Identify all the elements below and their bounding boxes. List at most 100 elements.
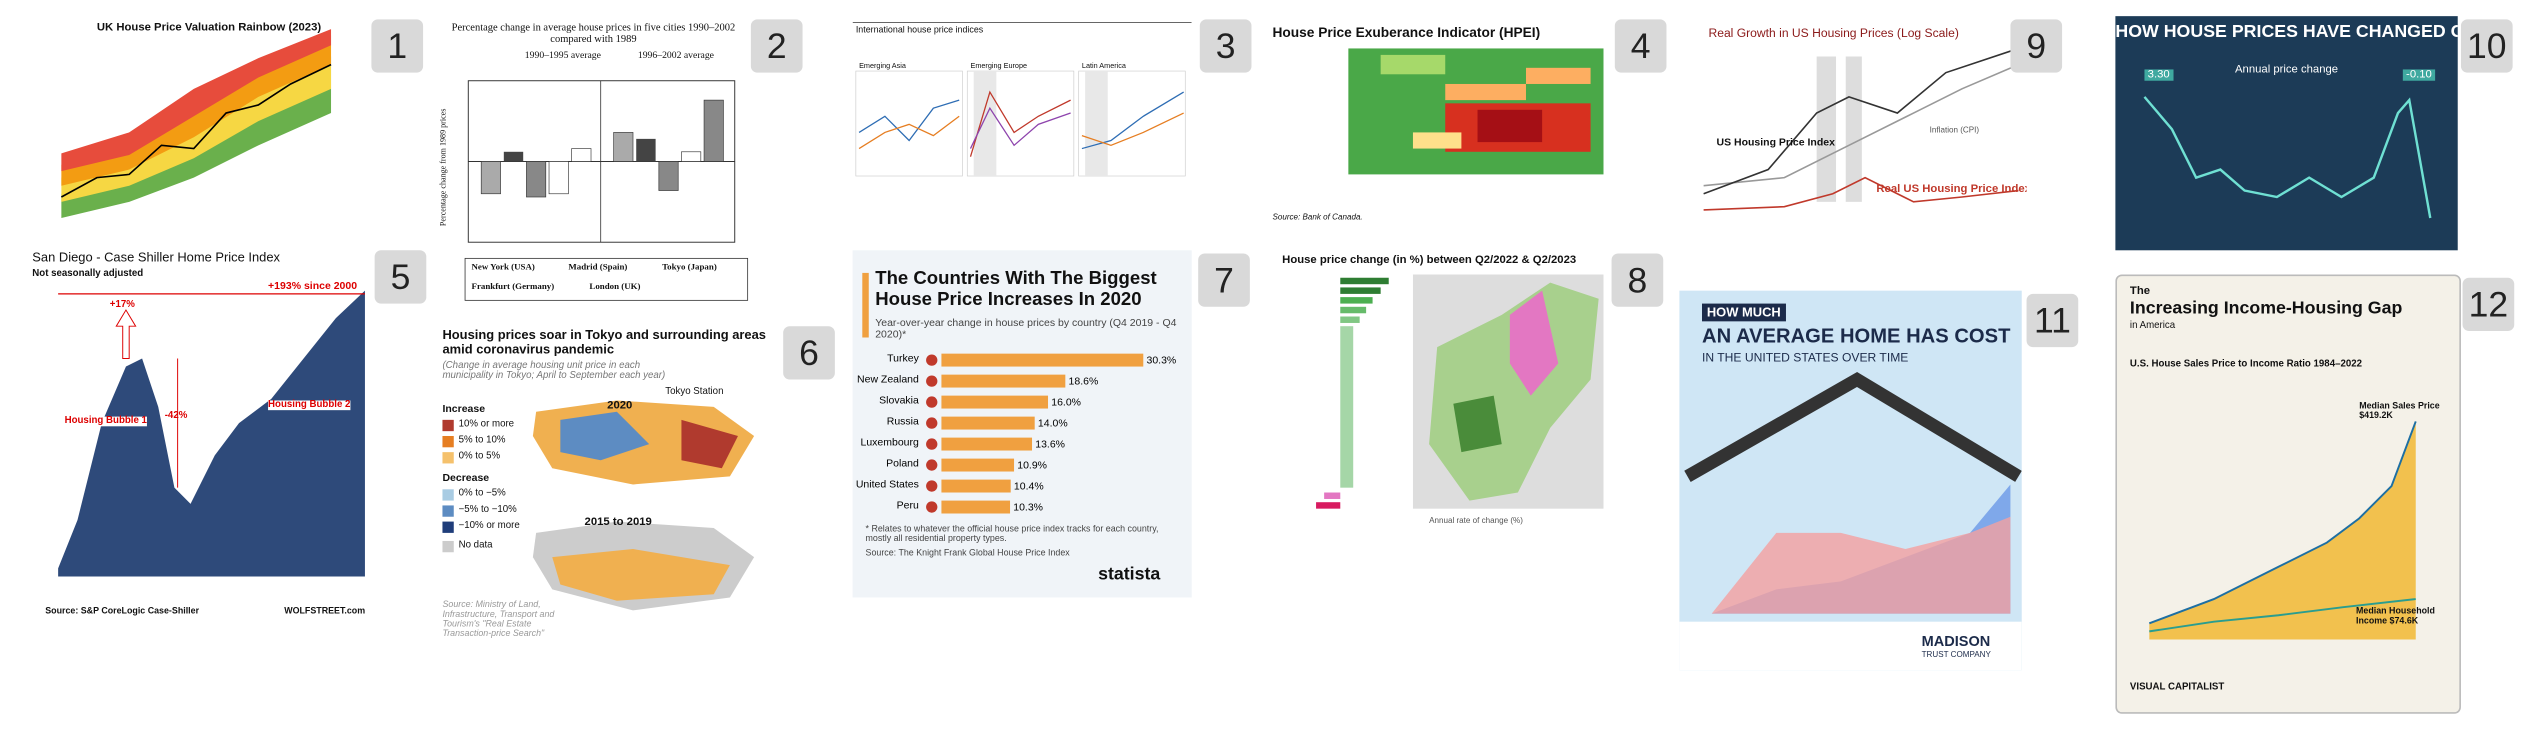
category-label: Peru bbox=[897, 501, 919, 512]
subtitle: Annual price change bbox=[2235, 64, 2339, 76]
brand: statista bbox=[1098, 565, 1161, 585]
subtitle: IN THE UNITED STATES OVER TIME bbox=[1701, 350, 1909, 365]
title: HOW HOUSE PRICES HAVE CHANGED OVER THE Y… bbox=[2115, 22, 2457, 42]
bar bbox=[941, 353, 1144, 367]
badge: 10 bbox=[2460, 19, 2513, 73]
badge: 8 bbox=[1611, 253, 1664, 307]
subtitle: Not seasonally adjusted bbox=[32, 269, 144, 280]
legend-entry: 10% or more bbox=[458, 419, 515, 430]
panel-graphic bbox=[1348, 48, 1604, 175]
panel-graphic bbox=[1679, 371, 2022, 671]
panel: House price change (in %) between Q2/202… bbox=[1275, 250, 1607, 533]
badge: 5 bbox=[374, 250, 427, 304]
flag bbox=[926, 417, 938, 429]
annotation: Housing Bubble 2 bbox=[268, 400, 351, 411]
legend-entry: Tokyo (Japan) bbox=[662, 263, 717, 273]
legend-entry: 5% to 10% bbox=[458, 435, 506, 446]
category-label: Luxembourg bbox=[861, 438, 919, 449]
accent bbox=[862, 272, 869, 338]
annotation: Tokyo Station bbox=[665, 387, 724, 398]
badge: 9 bbox=[2010, 19, 2063, 73]
title: UK House Price Valuation Rainbow (2023) bbox=[96, 22, 322, 34]
panel: The Increasing Income-Housing Gap in Ame… bbox=[2115, 274, 2461, 714]
badge: 3 bbox=[1199, 19, 1252, 73]
value-label: 10.9% bbox=[1017, 460, 1047, 471]
panel-graphic bbox=[60, 29, 332, 218]
category-label: Russia bbox=[887, 417, 919, 428]
note: * Relates to whatever the official house… bbox=[865, 524, 1159, 545]
badge: 4 bbox=[1614, 19, 1667, 73]
legend-entry: −10% or more bbox=[458, 521, 520, 532]
title: San Diego - Case Shiller Home Price Inde… bbox=[32, 250, 281, 265]
source: Source: The Knight Frank Global House Pr… bbox=[865, 549, 1070, 559]
group-label: 1990–1995 average bbox=[524, 51, 601, 62]
value-label: 30.3% bbox=[1147, 355, 1177, 366]
title: in America bbox=[2129, 321, 2176, 332]
category-label: Slovakia bbox=[879, 396, 919, 407]
bar bbox=[941, 395, 1049, 409]
annotation: Inflation (CPI) bbox=[1929, 125, 1980, 136]
legend-entry: Madrid (Spain) bbox=[568, 263, 628, 273]
flag bbox=[926, 375, 938, 387]
title: AN AVERAGE HOME HAS COST bbox=[1701, 324, 2011, 348]
annotation: Real US Housing Price Index bbox=[1876, 184, 2027, 196]
flag bbox=[926, 501, 938, 513]
legend-entry: London (UK) bbox=[589, 282, 641, 293]
badge: 11 bbox=[2026, 293, 2079, 348]
panel-graphic bbox=[464, 80, 749, 301]
annotation: +193% since 2000 bbox=[268, 280, 358, 293]
brand: VISUAL CAPITALIST bbox=[2129, 683, 2225, 693]
panel: House Price Exuberance Indicator (HPEI) … bbox=[1267, 19, 1607, 230]
title: House Price Exuberance Indicator (HPEI) bbox=[1272, 24, 1541, 41]
annotation: Housing Bubble 1 bbox=[64, 416, 147, 427]
flag bbox=[926, 438, 938, 450]
panel: Real Growth in US Housing Prices (Log Sc… bbox=[1687, 16, 2027, 267]
badge: 1 bbox=[371, 19, 424, 73]
source: Source: Ministry of Land, Infrastructure… bbox=[442, 600, 555, 640]
badge: 6 bbox=[783, 326, 835, 380]
legend-title: Decrease bbox=[442, 473, 490, 485]
title: House price change (in %) between Q2/202… bbox=[1282, 255, 1577, 267]
annotation: Median Sales Price $419.2K bbox=[2359, 402, 2440, 422]
source: WOLFSTREET.com bbox=[284, 607, 366, 617]
subplot-title: Emerging Europe bbox=[970, 61, 1028, 70]
panel: HOW HOUSE PRICES HAVE CHANGED OVER THE Y… bbox=[2115, 16, 2458, 251]
panel-graphic bbox=[852, 22, 1192, 177]
group-label: 1996–2002 average bbox=[637, 51, 714, 62]
value-label: 16.0% bbox=[1051, 397, 1081, 408]
axis-title: Percentage change from 1989 prices bbox=[440, 108, 449, 227]
annotation: US Housing Price Index bbox=[1716, 137, 1835, 149]
title: The Countries With The Biggest House Pri… bbox=[875, 269, 1157, 311]
panel: HOW MUCH AN AVERAGE HOME HAS COST IN THE… bbox=[1679, 290, 2022, 671]
brand: MADISON bbox=[1921, 633, 1991, 650]
source: Source: Bank of Canada. bbox=[1272, 213, 1363, 223]
badge: 7 bbox=[1198, 253, 1250, 307]
map-title: 2015 to 2019 bbox=[584, 516, 652, 529]
badge: 12 bbox=[2462, 277, 2515, 332]
title: Housing prices soar in Tokyo and surroun… bbox=[442, 327, 766, 357]
flag bbox=[926, 396, 938, 408]
panel-graphic bbox=[58, 290, 365, 577]
panel: Percentage change in average house price… bbox=[435, 16, 751, 304]
panel: San Diego - Case Shiller Home Price Inde… bbox=[29, 245, 372, 622]
legend-entry: 0% to −5% bbox=[458, 489, 506, 499]
legend-entry: −5% to −10% bbox=[458, 505, 517, 516]
panel-graphic bbox=[2143, 96, 2432, 219]
bar bbox=[941, 458, 1015, 472]
annotation: Median Household Income $74.6K bbox=[2355, 607, 2435, 627]
legend-entry: New York (USA) bbox=[471, 263, 535, 273]
title: HOW MUCH bbox=[1701, 303, 1786, 322]
subtitle: U.S. House Sales Price to Income Ratio 1… bbox=[2129, 360, 2363, 370]
title: Percentage change in average house price… bbox=[451, 22, 736, 46]
value-label: 18.6% bbox=[1069, 376, 1099, 387]
panel: The Countries With The Biggest House Pri… bbox=[852, 250, 1192, 598]
flag bbox=[926, 354, 938, 366]
subplot-title: Latin America bbox=[1081, 61, 1126, 70]
title: The bbox=[2129, 285, 2151, 298]
panel-graphic bbox=[2148, 421, 2417, 640]
panel: Housing prices soar in Tokyo and surroun… bbox=[439, 322, 784, 663]
value-label: 13.6% bbox=[1035, 439, 1065, 450]
value-tag: -0.10 bbox=[2402, 69, 2436, 81]
category-label: Turkey bbox=[887, 354, 919, 365]
